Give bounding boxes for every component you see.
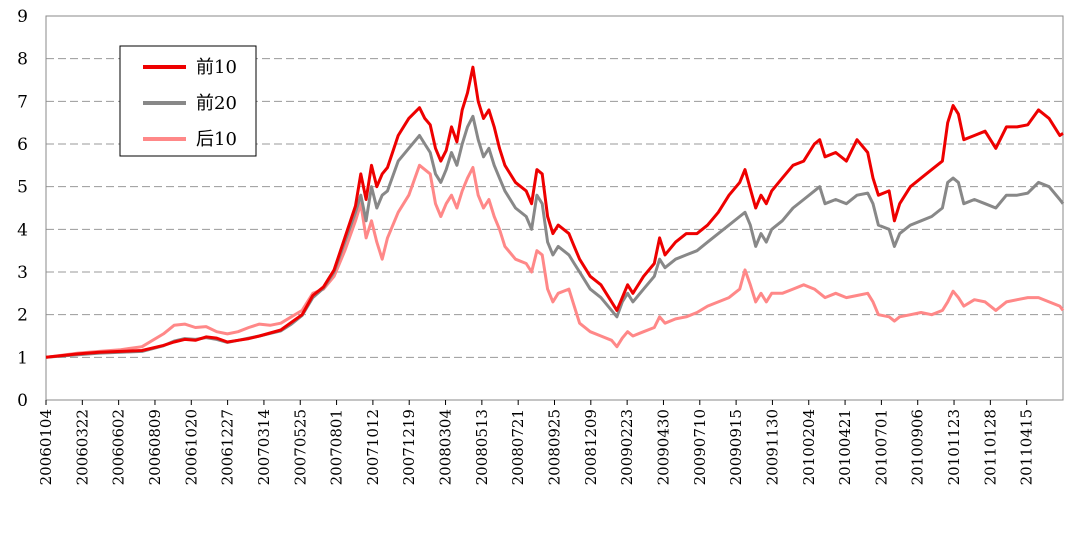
- x-tick-label: 20090915: [727, 409, 745, 485]
- x-tick-label: 20061020: [182, 409, 200, 485]
- x-tick-label: 20100421: [836, 409, 854, 485]
- y-tick-label: 9: [17, 7, 28, 27]
- legend-box: [119, 45, 257, 157]
- x-tick-label: 20090710: [691, 409, 709, 485]
- y-axis: 0 1 2 3 4 5 6 7 8 9: [17, 7, 28, 411]
- x-tick-label: 20061227: [219, 409, 237, 485]
- x-tick-label: 20080304: [437, 409, 455, 485]
- x-tick-label: 20090223: [618, 409, 636, 485]
- y-tick-label: 4: [17, 220, 28, 240]
- y-tick-label: 0: [17, 391, 28, 411]
- x-axis: 20060104 20060322 20060602 20060809 20061020…: [37, 400, 1036, 485]
- legend-label-1: 前20: [196, 93, 237, 114]
- x-tick-label: 20060322: [73, 409, 91, 485]
- y-tick-label: 8: [17, 50, 28, 70]
- x-tick-label: 20081209: [582, 409, 600, 485]
- series-group: [45, 65, 1065, 359]
- series-line-2: [45, 163, 1065, 359]
- x-tick-label: 20110415: [1018, 409, 1036, 485]
- series-line-0: [45, 65, 1064, 359]
- x-tick-label: 20080513: [473, 409, 491, 485]
- x-tick-label: 20071012: [364, 409, 382, 485]
- x-tick-label: 20100204: [800, 409, 818, 485]
- x-tick-label: 20070801: [328, 409, 346, 485]
- x-tick-label: 20101123: [945, 409, 963, 485]
- y-tick-label: 2: [17, 306, 28, 326]
- x-tick-label: 20070314: [255, 409, 273, 485]
- y-tick-label: 7: [17, 92, 28, 112]
- y-tick-label: 5: [17, 178, 28, 198]
- x-tick-label: 20080721: [509, 409, 527, 485]
- y-tick-label: 1: [17, 348, 28, 368]
- legend-label-2: 后10: [196, 129, 237, 150]
- x-tick-label: 20100701: [872, 409, 890, 485]
- x-tick-label: 20070525: [291, 409, 309, 485]
- x-tick-label: 20060104: [37, 409, 55, 485]
- x-tick-label: 20060602: [110, 409, 128, 485]
- x-tick-label: 20090430: [654, 409, 672, 485]
- x-tick-label: 20091130: [763, 409, 781, 485]
- x-tick-label: 20080925: [546, 409, 564, 485]
- y-tick-label: 6: [17, 135, 28, 155]
- x-tick-label: 20060809: [146, 409, 164, 485]
- y-tick-label: 3: [17, 263, 28, 283]
- x-tick-label: 20100906: [909, 409, 927, 485]
- x-tick-label: 20110128: [981, 409, 999, 485]
- x-tick-label: 20071219: [400, 409, 418, 485]
- legend-label-0: 前10: [196, 57, 237, 78]
- legend: 前10 前20 后10: [119, 45, 257, 157]
